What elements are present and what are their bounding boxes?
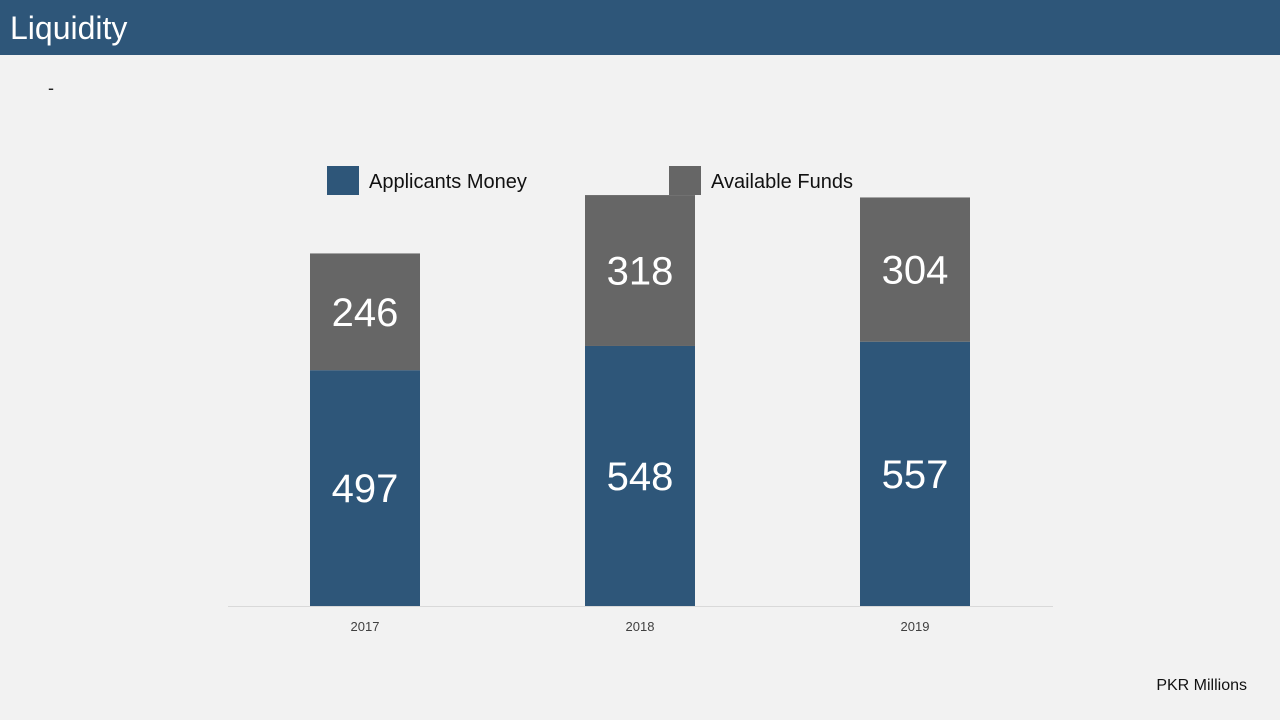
bar-applicants-money-2018 [585,345,695,606]
page-title: Liquidity [10,10,128,46]
legend-label-applicants-money: Applicants Money [369,171,527,193]
x-tick-label-2017: 2017 [351,619,380,634]
chart-bars: 497 246 548 318 557 304 [310,195,970,606]
legend-swatch-available-funds [669,166,701,195]
data-label-available-funds-2017: 246 [332,291,399,335]
data-label-applicants-money-2017: 497 [332,467,399,511]
legend-swatch-applicants-money [327,166,359,195]
bar-applicants-money-2019 [860,341,970,606]
data-label-applicants-money-2019: 557 [882,453,949,497]
chart-legend: Applicants Money Available Funds [327,166,853,195]
data-label-applicants-money-2018: 548 [607,455,674,499]
x-tick-label-2019: 2019 [901,619,930,634]
legend-label-available-funds: Available Funds [711,171,853,193]
bullet-text: - [48,78,54,98]
bar-applicants-money-2017 [310,370,420,606]
bar-available-funds-2017 [310,253,420,371]
data-label-available-funds-2019: 304 [882,249,949,293]
x-axis: 2017 2018 2019 [228,606,1053,634]
header-bar: Liquidity [0,0,1280,55]
bar-available-funds-2019 [860,197,970,342]
bar-available-funds-2018 [585,195,695,346]
x-tick-label-2018: 2018 [626,619,655,634]
data-label-available-funds-2018: 318 [607,250,674,294]
unit-note: PKR Millions [1156,677,1247,694]
